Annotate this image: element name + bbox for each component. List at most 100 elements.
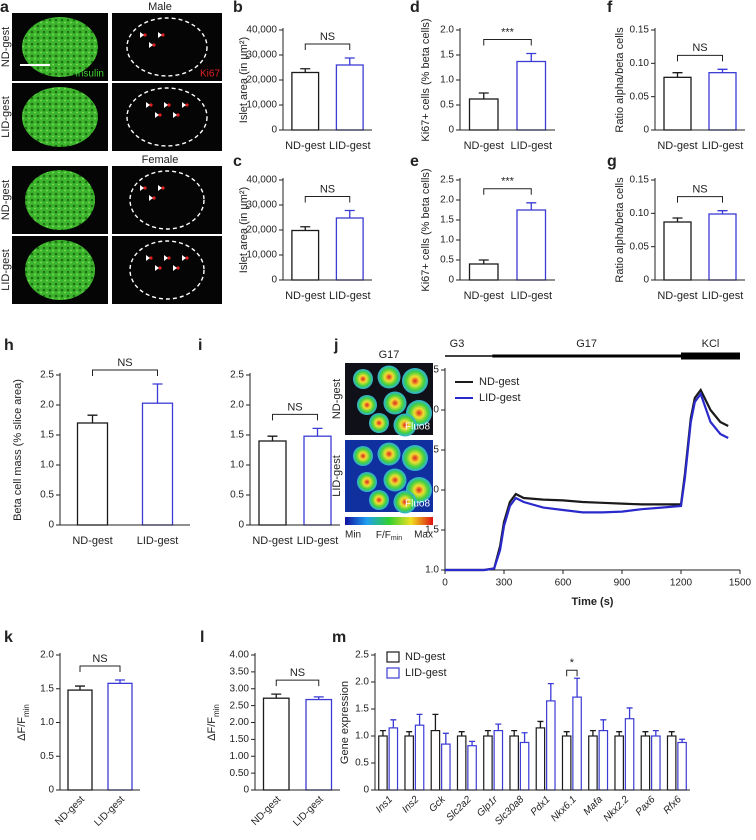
y-axis-label-text: ΔF/F — [16, 717, 28, 741]
y-tick-label: 10,000 — [246, 250, 277, 261]
x-axis-label: Time (s) — [572, 596, 614, 608]
colorbar-label: F/Fmin — [376, 530, 402, 543]
panel-letter: d — [410, 0, 420, 16]
panel-letter: g — [607, 153, 617, 170]
x-tick-label: ND-gest — [72, 535, 112, 547]
y-tick-label: 1.50 — [230, 734, 250, 745]
islet-signal — [369, 490, 389, 510]
bar — [663, 76, 692, 131]
y-axis-label-text: Ratio alpha/beta cells — [614, 177, 626, 283]
row-label: ND-gest — [331, 379, 343, 419]
y-tick-label: 2.5 — [230, 370, 244, 381]
y-tick-label: 0.15 — [630, 175, 650, 186]
ki67-dot — [167, 256, 171, 260]
y-tick-label: 0.15 — [630, 25, 650, 36]
y-tick-label: 3.50 — [230, 667, 250, 678]
error-bar — [432, 713, 439, 731]
micrograph — [112, 13, 222, 81]
bar — [663, 221, 692, 281]
error-bar — [652, 729, 659, 736]
y-tick-label: 0 — [271, 275, 277, 286]
error-bar — [574, 677, 581, 698]
panel-letter: i — [198, 337, 202, 354]
error-bar — [511, 729, 518, 736]
y-tick-label: 2.0 — [355, 677, 369, 688]
significance-bracket — [79, 665, 121, 672]
x-tick-label: Rfx6 — [662, 794, 685, 817]
bar — [456, 735, 467, 791]
y-tick-label: 1.0 — [230, 460, 244, 471]
y-tick-label: 0 — [238, 520, 244, 531]
panel-letter: l — [200, 629, 204, 646]
legend-label: ND-gest — [405, 651, 445, 663]
x-tick-label: 300 — [496, 578, 513, 589]
error-bar — [390, 719, 397, 728]
significance-bracket — [566, 669, 578, 677]
x-tick-label: Nkx2.2 — [602, 794, 632, 824]
error-bar — [589, 729, 596, 736]
bar — [666, 735, 677, 791]
significance-bracket — [304, 196, 351, 203]
error-bar — [458, 731, 465, 736]
arrowhead — [173, 265, 177, 271]
x-tick-label: Gck — [427, 794, 448, 815]
legend-swatch — [386, 651, 400, 663]
y-tick-label: 0.10 — [630, 58, 650, 69]
error-bar — [469, 740, 476, 746]
islet-signal — [383, 391, 407, 415]
image-title: G17 — [379, 349, 400, 361]
bar — [335, 64, 364, 131]
y-tick-label: 0 — [363, 785, 369, 796]
significance-label: *** — [501, 176, 515, 188]
arrowhead — [158, 32, 162, 38]
colorbar-min: Min — [345, 530, 361, 541]
error-bar — [152, 383, 163, 404]
significance-label: NS — [117, 357, 132, 369]
x-tick-label: ND-gest — [285, 140, 325, 152]
bar — [335, 217, 364, 281]
islet-outline — [126, 17, 208, 77]
panel-letter: f — [607, 0, 613, 16]
x-tick-label: Mafa — [582, 794, 606, 818]
x-tick-label: Slc30a8 — [493, 794, 527, 828]
islet-signal — [353, 369, 373, 389]
y-tick-label: 40,000 — [246, 25, 277, 36]
y-tick-label: 1.5 — [440, 215, 454, 226]
significance-label: * — [570, 657, 575, 669]
y-tick-label: 0 — [643, 125, 649, 136]
bar — [493, 729, 504, 791]
islet-signal — [377, 442, 401, 466]
y-tick-label: 1.0 — [425, 565, 439, 576]
ki67-dot — [149, 103, 153, 107]
error-bar — [563, 731, 570, 736]
bar — [598, 729, 609, 791]
error-bar — [478, 92, 489, 99]
significance-label: NS — [692, 42, 707, 54]
significance-bracket — [92, 369, 158, 376]
error-bar — [616, 731, 623, 736]
y-tick-label: 2.0 — [40, 400, 54, 411]
arrowhead — [149, 42, 153, 48]
legend-label: LID-gest — [479, 392, 521, 404]
x-tick-label: LID-gest — [329, 140, 371, 152]
significance-bracket — [483, 188, 532, 195]
y-tick-label: 1.0 — [40, 460, 54, 471]
y-tick-label: 30,000 — [246, 200, 277, 211]
y-axis-label-text: Ratio alpha/beta cells — [614, 27, 626, 133]
significance-label: *** — [501, 26, 515, 38]
colorbar-max: Max — [414, 530, 433, 541]
x-tick-label: ND-gest — [464, 290, 504, 302]
bar — [640, 735, 651, 791]
x-tick-label: Nkx6.1 — [549, 794, 579, 824]
y-tick-label: 0.50 — [230, 768, 250, 779]
error-bar — [526, 202, 537, 210]
y-tick-label: 2.0 — [440, 195, 454, 206]
y-axis-label: ΔF/Fmin — [16, 704, 31, 741]
y-tick-label: 1.5 — [355, 704, 369, 715]
ki67-dot — [176, 113, 180, 117]
error-bar — [642, 731, 649, 736]
bar — [651, 735, 661, 791]
bar — [468, 263, 499, 281]
error-bar — [547, 682, 554, 701]
significance-bracket — [677, 196, 723, 203]
